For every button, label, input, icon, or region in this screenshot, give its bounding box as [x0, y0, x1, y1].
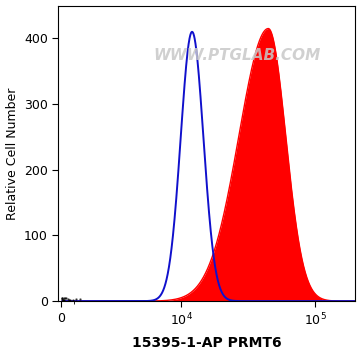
- X-axis label: 15395-1-AP PRMT6: 15395-1-AP PRMT6: [132, 336, 282, 350]
- Text: WWW.PTGLAB.COM: WWW.PTGLAB.COM: [153, 48, 320, 63]
- Y-axis label: Relative Cell Number: Relative Cell Number: [5, 87, 18, 220]
